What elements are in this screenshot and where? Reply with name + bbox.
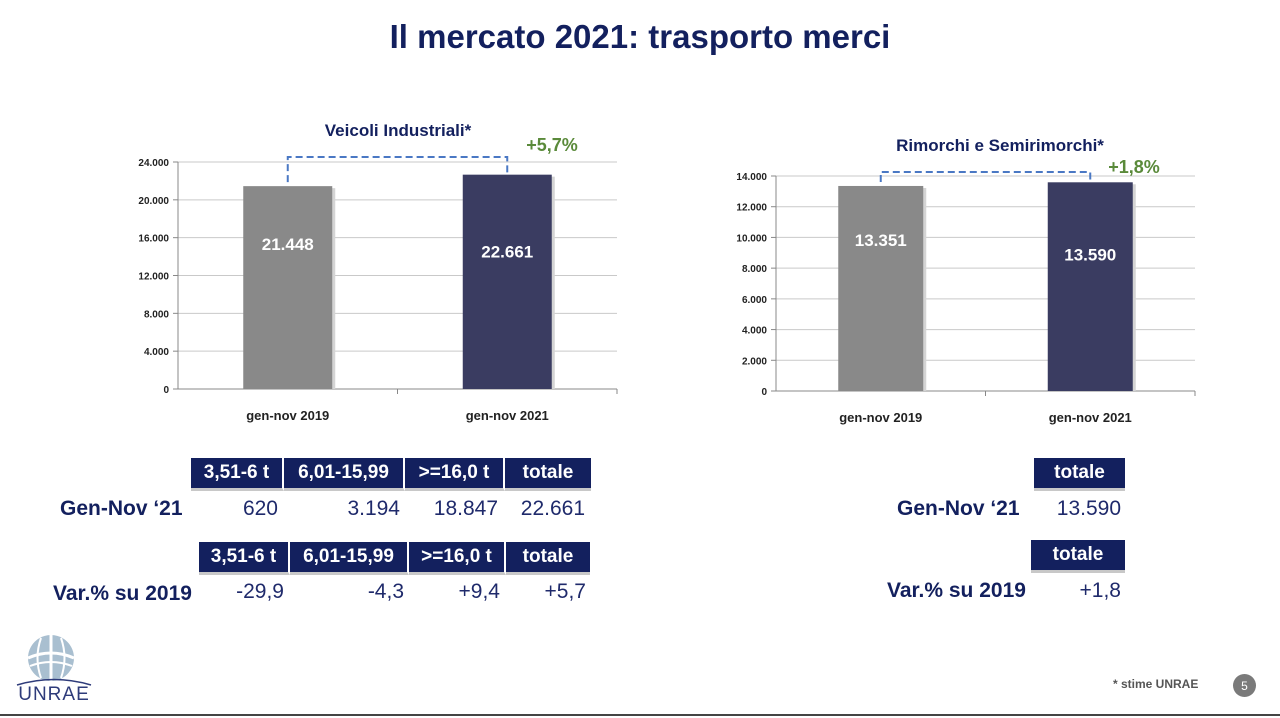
left-chart-ytick-label: 16.000 xyxy=(138,234,169,245)
left-row-2-label: Var.% su 2019 xyxy=(53,582,192,605)
right-chart-ytick-label: 2.000 xyxy=(742,356,767,367)
footnote: * stime UNRAE xyxy=(1113,677,1199,691)
unrae-logo: UNRAE xyxy=(16,635,92,704)
left-header-2-col-3: >=16,0 t xyxy=(409,542,506,575)
left-chart-ytick-label: 0 xyxy=(163,385,169,396)
left-chart-growth-annotation: +5,7% xyxy=(526,135,578,155)
bottom-divider xyxy=(0,714,1280,716)
left-table-header-1: 3,51-6 t 6,01-15,99 >=16,0 t totale xyxy=(191,458,591,491)
left-row-2-value-1: -29,9 xyxy=(236,580,284,603)
left-header-1-col-1: 3,51-6 t xyxy=(191,458,284,491)
right-chart-ytick-label: 6.000 xyxy=(742,295,767,306)
right-row-1-label: Gen-Nov ‘21 xyxy=(897,497,1020,520)
left-header-2-col-2: 6,01-15,99 xyxy=(290,542,409,575)
right-row-2-label: Var.% su 2019 xyxy=(887,579,1026,602)
page-title: Il mercato 2021: trasporto merci xyxy=(389,18,891,55)
right-chart-ytick-label: 4.000 xyxy=(742,326,767,337)
chart-rimorchi-semirimorchi: 0 2.000 4.000 6.000 8.000 10.000 12.000 14.000 1… xyxy=(736,136,1196,425)
left-chart-category-label-2: gen-nov 2021 xyxy=(466,408,549,423)
left-header-1-col-2: 6,01-15,99 xyxy=(284,458,405,491)
right-chart-ytick-label: 14.000 xyxy=(736,172,767,183)
left-header-1-col-4: totale xyxy=(505,458,591,491)
left-chart-ytick-label: 12.000 xyxy=(138,272,169,283)
right-chart-category-label-1: gen-nov 2019 xyxy=(839,410,922,425)
left-table-header-2: 3,51-6 t 6,01-15,99 >=16,0 t totale xyxy=(199,542,590,575)
right-chart-category-label-2: gen-nov 2021 xyxy=(1049,410,1132,425)
left-row-2-value-4: +5,7 xyxy=(544,580,586,603)
left-row-1-value-2: 3.194 xyxy=(347,497,400,520)
left-chart-category-label-1: gen-nov 2019 xyxy=(246,408,329,423)
right-chart-data-label-1: 13.351 xyxy=(855,231,907,250)
right-row-2-value: +1,8 xyxy=(1079,579,1121,602)
chart-veicoli-industriali: 0 4.000 8.000 12.000 16.000 20.000 24.000 21.44… xyxy=(138,121,618,423)
right-chart-ytick-label: 12.000 xyxy=(736,203,767,214)
left-chart-bar-1 xyxy=(243,186,333,389)
right-row-1-value: 13.590 xyxy=(1056,497,1121,520)
right-chart-ytick-label: 8.000 xyxy=(742,264,767,275)
page-number: 5 xyxy=(1233,674,1256,697)
left-row-1-value-4: 22.661 xyxy=(520,497,585,520)
right-chart-ytick-label: 10.000 xyxy=(736,233,767,244)
left-chart-ytick-label: 24.000 xyxy=(138,158,169,169)
right-chart-title: Rimorchi e Semirimorchi* xyxy=(896,136,1104,155)
right-header-1-col-1: totale xyxy=(1034,458,1125,491)
left-chart-bar-2 xyxy=(462,174,552,389)
left-chart-data-label-1: 21.448 xyxy=(262,235,314,254)
right-chart-bar-1 xyxy=(838,185,924,391)
right-chart-growth-annotation: +1,8% xyxy=(1108,157,1160,177)
left-chart-ytick-label: 4.000 xyxy=(144,347,169,358)
left-chart-title: Veicoli Industriali* xyxy=(325,121,472,140)
left-chart-ytick-label: 8.000 xyxy=(144,309,169,320)
right-table-header-2: totale xyxy=(1031,540,1125,573)
right-table-header-1: totale xyxy=(1034,458,1125,491)
right-chart-ytick-label: 0 xyxy=(761,387,767,398)
left-row-2-value-3: +9,4 xyxy=(458,580,500,603)
left-row-1-value-3: 18.847 xyxy=(433,497,498,520)
left-chart-data-label-2: 22.661 xyxy=(481,243,533,262)
right-chart-data-label-2: 13.590 xyxy=(1064,245,1116,264)
right-header-2-col-1: totale xyxy=(1031,540,1125,573)
left-chart-ytick-label: 20.000 xyxy=(138,196,169,207)
logo-text: UNRAE xyxy=(18,684,90,704)
left-row-2-value-2: -4,3 xyxy=(367,580,404,603)
left-header-2-col-1: 3,51-6 t xyxy=(199,542,290,575)
left-header-1-col-3: >=16,0 t xyxy=(405,458,505,491)
left-row-1-value-1: 620 xyxy=(242,497,278,520)
globe-icon xyxy=(27,635,75,681)
left-row-1-label: Gen-Nov ‘21 xyxy=(60,497,183,520)
left-header-2-col-4: totale xyxy=(506,542,590,575)
left-chart-growth-bracket xyxy=(286,156,509,183)
right-chart-bar-2 xyxy=(1047,182,1133,391)
right-chart-growth-bracket xyxy=(879,171,1092,182)
